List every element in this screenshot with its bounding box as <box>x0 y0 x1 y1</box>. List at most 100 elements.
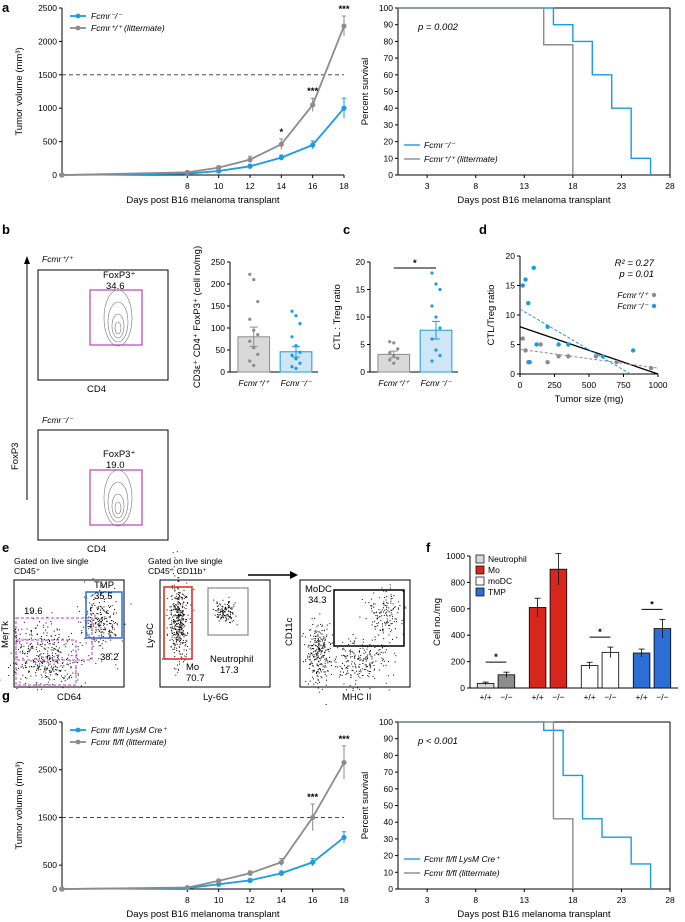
flow-event <box>81 630 83 632</box>
flow-event <box>77 646 79 648</box>
flow-event <box>53 630 55 632</box>
flow-event <box>314 617 316 619</box>
flow-event <box>52 660 54 662</box>
flow-event <box>83 626 85 628</box>
flow-event <box>101 607 103 609</box>
flow-event <box>326 624 328 626</box>
flow-event <box>99 624 101 626</box>
flow-event <box>99 589 101 591</box>
flow-event <box>370 655 372 657</box>
flow-event <box>98 625 100 627</box>
flow-event <box>176 593 178 595</box>
flow-e3-y-label: CD11c <box>284 617 295 646</box>
flow-event <box>49 657 51 659</box>
flow-event <box>54 635 56 636</box>
flow-event <box>43 671 45 673</box>
data-point <box>341 23 347 29</box>
flow-event <box>175 674 177 676</box>
flow-event <box>227 607 229 609</box>
flow-event <box>69 677 70 679</box>
flow-event <box>49 663 51 665</box>
flow-event <box>230 622 231 624</box>
x-tick-label: 14 <box>277 895 287 905</box>
flow-event <box>342 662 343 664</box>
y-tick-label: 40 <box>384 817 394 827</box>
flow-event <box>346 689 347 691</box>
flow-event <box>224 615 225 616</box>
flow-event <box>21 650 23 652</box>
legend-label: Fcmr⁺/⁺ (littermate) <box>91 23 165 33</box>
flow-event <box>52 684 54 686</box>
flow-event <box>29 649 31 650</box>
flow-event <box>44 675 46 677</box>
y-tick-label: 30 <box>384 120 394 130</box>
flow-event <box>315 631 317 633</box>
flow-event <box>318 657 320 659</box>
flow-event <box>162 658 163 660</box>
flow-event <box>64 670 66 672</box>
flow-event <box>314 656 316 658</box>
data-point <box>252 363 256 367</box>
data-point <box>310 102 316 108</box>
flow-event <box>360 671 362 673</box>
flow-event <box>378 669 380 671</box>
scatter-point <box>593 354 599 359</box>
flow-event <box>99 630 101 632</box>
flow-event <box>344 655 346 657</box>
flow-event <box>380 663 382 665</box>
flow-event <box>354 665 356 667</box>
flow-event <box>392 615 394 617</box>
flow-event <box>98 619 100 621</box>
x-tick-label: 8 <box>185 895 190 905</box>
flow-event <box>324 674 326 676</box>
data-point <box>430 271 434 275</box>
flow-event <box>37 669 39 671</box>
flow-event <box>174 629 176 630</box>
x-tick-label: 0 <box>518 380 523 390</box>
flow-event <box>90 606 92 608</box>
flow-event <box>307 657 309 659</box>
flow-event <box>324 637 326 639</box>
flow-event <box>177 628 179 630</box>
flow-event <box>24 665 26 666</box>
flow-event <box>182 613 184 615</box>
legend-label: Neutrophil <box>488 554 527 564</box>
flow-event <box>317 631 319 633</box>
flow-event <box>50 671 52 673</box>
flow-event <box>105 617 107 619</box>
flow-event <box>169 639 171 641</box>
flow-event <box>36 634 38 635</box>
flow-event <box>175 628 177 630</box>
flow-event <box>26 628 28 630</box>
flow-event <box>56 628 58 630</box>
flow-event <box>216 601 218 603</box>
flow-event <box>316 673 317 674</box>
flow-event <box>318 672 320 674</box>
data-point <box>438 326 442 330</box>
flow-event <box>26 661 27 663</box>
flow-event <box>379 597 381 599</box>
flow-event <box>318 650 320 652</box>
flow-event <box>216 605 218 607</box>
flow-event <box>178 598 180 600</box>
flow-event <box>335 666 337 668</box>
flow-event <box>371 624 373 626</box>
flow-event <box>98 602 100 604</box>
flow-event <box>358 675 360 677</box>
flow-event <box>316 646 318 647</box>
panel-letter-b: b <box>2 222 10 237</box>
flow-event <box>166 627 168 629</box>
flow-event <box>359 651 360 653</box>
flow-event <box>353 642 355 644</box>
flow-event <box>374 677 376 679</box>
flow-event <box>31 647 33 649</box>
flow-event <box>364 658 366 660</box>
flow-event <box>230 614 231 616</box>
flow-event <box>359 616 361 618</box>
flow-event <box>357 674 359 675</box>
x-axis-label: Days post B16 melanoma transplant <box>126 909 279 920</box>
flow-event <box>37 668 39 670</box>
flow-event <box>104 623 105 625</box>
flow-event <box>317 653 319 655</box>
y-tick-label: 250 <box>211 257 225 267</box>
